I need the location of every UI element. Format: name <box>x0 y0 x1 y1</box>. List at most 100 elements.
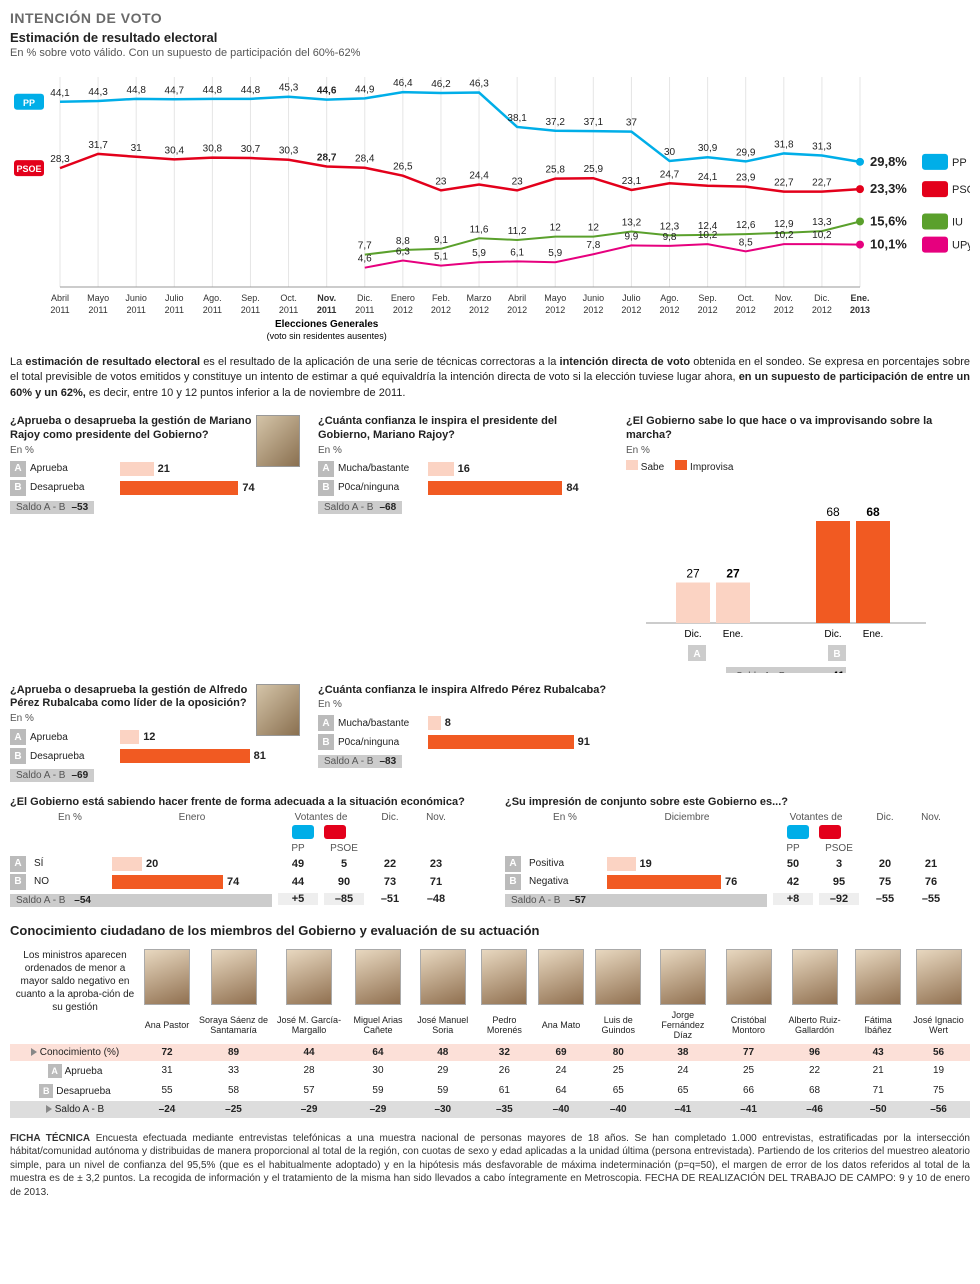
svg-text:46,2: 46,2 <box>431 79 451 90</box>
svg-text:30: 30 <box>664 147 676 158</box>
svg-text:6,1: 6,1 <box>510 247 524 258</box>
svg-text:Mayo: Mayo <box>544 293 566 303</box>
svg-text:2011: 2011 <box>127 305 146 315</box>
svg-text:8,5: 8,5 <box>739 237 753 248</box>
svg-text:25,8: 25,8 <box>546 165 566 176</box>
svg-text:46,3: 46,3 <box>469 79 489 90</box>
svg-text:Enero: Enero <box>391 293 415 303</box>
ficha-tecnica: FICHA TÉCNICA Encuesta efectuada mediant… <box>10 1132 970 1200</box>
q-rajoy-confidence: ¿Cuánta confianza le inspira el presiden… <box>318 415 608 676</box>
svg-text:2012: 2012 <box>621 305 641 315</box>
svg-text:Junio: Junio <box>583 293 605 303</box>
q-economy: ¿El Gobierno está sabiendo hacer frente … <box>10 796 475 907</box>
svg-text:37: 37 <box>626 118 638 129</box>
minister-photo <box>916 949 962 1005</box>
svg-text:4,6: 4,6 <box>358 254 372 265</box>
svg-text:2012: 2012 <box>431 305 451 315</box>
svg-text:29,8%: 29,8% <box>870 154 907 169</box>
svg-text:2012: 2012 <box>507 305 527 315</box>
svg-text:Julio: Julio <box>165 293 184 303</box>
svg-text:24,7: 24,7 <box>660 169 680 180</box>
svg-text:8,8: 8,8 <box>396 236 410 247</box>
svg-text:Abril: Abril <box>508 293 526 303</box>
svg-text:2011: 2011 <box>279 305 298 315</box>
svg-text:44,1: 44,1 <box>50 88 70 99</box>
svg-text:27: 27 <box>686 566 700 580</box>
minister-photo <box>211 949 257 1005</box>
svg-text:2011: 2011 <box>165 305 184 315</box>
svg-text:26,5: 26,5 <box>393 162 413 173</box>
svg-text:23: 23 <box>435 176 447 187</box>
svg-text:Ago.: Ago. <box>660 293 679 303</box>
svg-text:2012: 2012 <box>469 305 489 315</box>
svg-text:PP: PP <box>23 98 35 108</box>
svg-text:28,4: 28,4 <box>355 154 375 165</box>
page-title: INTENCIÓN DE VOTO <box>10 10 970 26</box>
minister-photo <box>481 949 527 1005</box>
svg-text:22,7: 22,7 <box>812 178 832 189</box>
svg-text:12: 12 <box>550 223 562 234</box>
svg-text:9,1: 9,1 <box>434 235 448 246</box>
svg-text:44,8: 44,8 <box>126 85 146 96</box>
svg-text:Mayo: Mayo <box>87 293 109 303</box>
svg-text:44,8: 44,8 <box>241 85 261 96</box>
svg-text:24,4: 24,4 <box>469 171 489 182</box>
svg-text:23,9: 23,9 <box>736 173 756 184</box>
svg-text:2012: 2012 <box>545 305 565 315</box>
svg-text:44,6: 44,6 <box>317 86 337 97</box>
chart-subtitle: Estimación de resultado electoral <box>10 30 970 45</box>
svg-text:A: A <box>693 649 700 660</box>
svg-text:44,8: 44,8 <box>203 85 223 96</box>
minister-photo <box>855 949 901 1005</box>
avatar-rajoy <box>256 415 300 467</box>
svg-text:30,8: 30,8 <box>203 144 223 155</box>
avatar-rubalcaba <box>256 684 300 736</box>
svg-text:68: 68 <box>826 505 840 519</box>
svg-text:23,1: 23,1 <box>622 176 642 187</box>
svg-text:38,1: 38,1 <box>507 113 527 124</box>
minister-photo <box>595 949 641 1005</box>
svg-text:24,1: 24,1 <box>698 172 718 183</box>
svg-text:5,9: 5,9 <box>472 248 486 259</box>
svg-text:2012: 2012 <box>393 305 413 315</box>
svg-text:PSOE: PSOE <box>952 184 970 196</box>
svg-text:Julio: Julio <box>622 293 641 303</box>
approval-row-2: ¿Aprueba o desaprueba la gestión de Alfr… <box>10 684 970 783</box>
svg-text:5,9: 5,9 <box>548 248 562 259</box>
minister-photo <box>792 949 838 1005</box>
svg-text:2012: 2012 <box>812 305 832 315</box>
svg-text:30,9: 30,9 <box>698 143 718 154</box>
svg-text:Ene.: Ene. <box>850 293 869 303</box>
q-rubalcaba-approval: ¿Aprueba o desaprueba la gestión de Alfr… <box>10 684 300 783</box>
q-rajoy-approval: ¿Aprueba o desaprueba la gestión de Mari… <box>10 415 300 676</box>
minister-photo <box>355 949 401 1005</box>
svg-text:2011: 2011 <box>317 305 337 315</box>
svg-text:Sep.: Sep. <box>698 293 717 303</box>
svg-text:(voto sin residentes ausentes): (voto sin residentes ausentes) <box>267 331 387 341</box>
svg-text:Oct.: Oct. <box>280 293 297 303</box>
svg-text:37,2: 37,2 <box>546 117 566 128</box>
svg-text:2012: 2012 <box>660 305 680 315</box>
minister-photo <box>420 949 466 1005</box>
chart-note: En % sobre voto válido. Con un supuesto … <box>10 47 970 59</box>
svg-text:45,3: 45,3 <box>279 83 299 94</box>
svg-text:29,9: 29,9 <box>736 147 756 158</box>
minister-photo <box>144 949 190 1005</box>
chart-footnote: La estimación de resultado electoral es … <box>10 355 970 401</box>
svg-text:25,9: 25,9 <box>584 164 604 175</box>
svg-text:68: 68 <box>866 505 880 519</box>
svg-text:Ago.: Ago. <box>203 293 222 303</box>
svg-text:31,7: 31,7 <box>88 140 108 151</box>
svg-text:12,3: 12,3 <box>660 221 680 232</box>
svg-text:B: B <box>833 649 840 660</box>
svg-text:2011: 2011 <box>88 305 107 315</box>
svg-text:28,7: 28,7 <box>317 152 337 163</box>
minister-photo <box>660 949 706 1005</box>
svg-text:Nov.: Nov. <box>775 293 793 303</box>
svg-text:PSOE: PSOE <box>16 164 41 174</box>
svg-text:31,8: 31,8 <box>774 139 794 150</box>
svg-text:Marzo: Marzo <box>467 293 492 303</box>
svg-text:30,7: 30,7 <box>241 144 261 155</box>
svg-text:44,9: 44,9 <box>355 84 375 95</box>
svg-text:11,6: 11,6 <box>470 224 489 235</box>
